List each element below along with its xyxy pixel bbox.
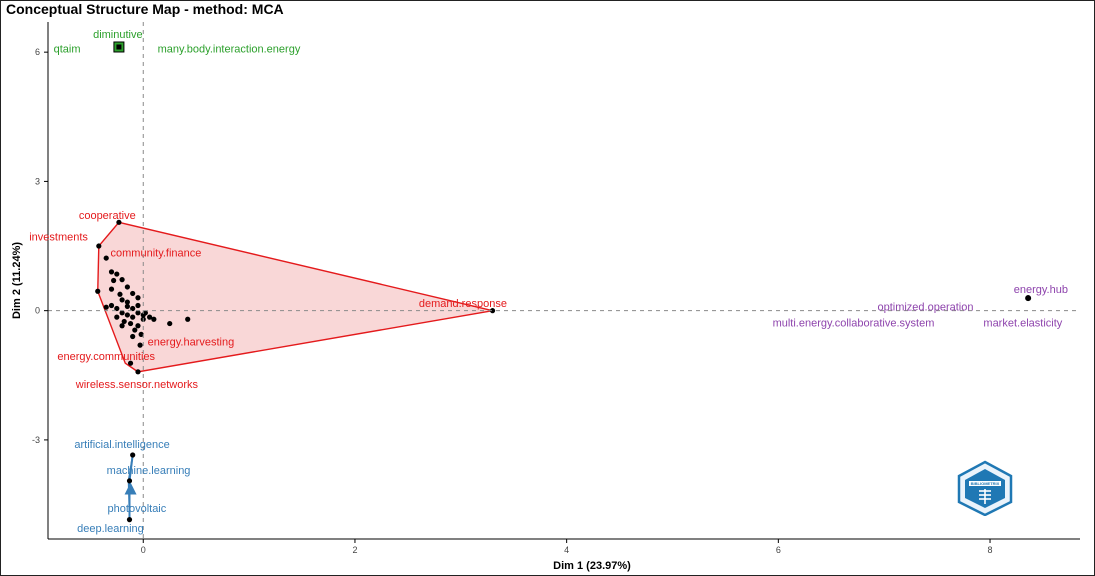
data-point xyxy=(130,290,136,297)
y-tick-label: 0 xyxy=(35,306,40,316)
data-point xyxy=(119,310,125,316)
data-point xyxy=(103,304,109,310)
point-label: energy.hub xyxy=(1014,284,1068,296)
y-axis-label: Dim 2 (11.24%) xyxy=(11,242,23,319)
y-tick-label: 3 xyxy=(35,176,40,186)
x-tick-label: 2 xyxy=(352,545,357,555)
data-point xyxy=(124,303,130,309)
x-tick-label: 6 xyxy=(776,545,781,555)
point-label: deep.learning xyxy=(77,523,144,535)
point-label: optimized.operation xyxy=(877,301,973,313)
data-point xyxy=(103,255,109,261)
data-point xyxy=(108,269,115,275)
point-label: many.body.interaction.energy xyxy=(158,44,301,56)
point-label: cooperative xyxy=(79,210,136,222)
clusters-layer xyxy=(95,41,1032,523)
data-point xyxy=(119,297,125,303)
point-label: demand.response xyxy=(419,298,507,310)
data-point xyxy=(111,277,117,284)
point-label: energy.communities xyxy=(57,351,155,363)
data-point xyxy=(130,452,136,458)
data-point xyxy=(127,360,134,366)
x-axis-label: Dim 1 (23.97%) xyxy=(553,560,631,572)
point-label: community.finance xyxy=(111,247,202,259)
data-point xyxy=(489,308,496,314)
data-point xyxy=(137,342,143,348)
chart-title: Conceptual Structure Map - method: MCA xyxy=(6,1,284,17)
data-point xyxy=(116,219,122,225)
data-point xyxy=(130,333,136,340)
data-point xyxy=(126,517,133,523)
svg-text:BIBLIOMETRIX: BIBLIOMETRIX xyxy=(971,481,1000,486)
data-point xyxy=(127,320,134,327)
data-point xyxy=(135,310,141,316)
labels-layer: diminutive qtaim many.body.interaction.ene… xyxy=(29,29,1068,535)
data-point xyxy=(121,318,127,325)
data-point xyxy=(124,312,130,318)
point-label: investments xyxy=(29,232,88,244)
data-point xyxy=(135,295,141,301)
data-point xyxy=(108,286,115,292)
x-tick-label: 4 xyxy=(564,545,569,555)
cluster-centroid-core xyxy=(116,44,122,50)
x-tick-label: 0 xyxy=(141,545,146,555)
data-point xyxy=(130,314,136,320)
data-point xyxy=(142,310,148,316)
data-point xyxy=(135,369,141,375)
cluster-centroid-marker xyxy=(1025,295,1032,302)
data-point xyxy=(96,243,102,249)
point-label: machine.learning xyxy=(107,465,191,477)
data-point xyxy=(138,331,144,337)
data-point xyxy=(126,478,133,484)
axes-layer: 0 2 4 6 8 -3 0 3 6 Dim 1 (23.97%) Dim 2 (11.24%) xyxy=(11,22,1080,572)
point-label: qtaim xyxy=(54,44,81,56)
data-point xyxy=(151,316,157,322)
data-point xyxy=(124,284,130,290)
y-tick-label: 6 xyxy=(35,47,40,57)
data-point xyxy=(114,271,120,277)
point-label: energy.harvesting xyxy=(148,337,235,349)
data-point xyxy=(147,314,153,320)
data-point xyxy=(117,291,123,297)
data-point xyxy=(119,277,125,283)
point-label: artificial.intelligence xyxy=(74,439,169,451)
point-label: photovoltaic xyxy=(108,503,167,515)
data-point xyxy=(135,302,141,309)
cluster-centroid-marker xyxy=(124,482,137,495)
point-label: market.elasticity xyxy=(983,318,1062,330)
data-point xyxy=(130,305,136,312)
data-point xyxy=(135,323,141,329)
data-point xyxy=(114,314,120,320)
x-tick-label: 8 xyxy=(988,545,993,555)
point-label: diminutive xyxy=(93,29,143,41)
data-point xyxy=(114,305,120,312)
data-point xyxy=(124,299,130,305)
data-point xyxy=(119,323,125,329)
y-tick-label: -3 xyxy=(32,435,40,445)
data-point xyxy=(185,316,191,322)
point-label: wireless.sensor.networks xyxy=(75,379,199,391)
data-point xyxy=(132,327,138,333)
data-point xyxy=(95,288,101,294)
data-point xyxy=(167,320,173,327)
bibliometrix-logo-icon: BIBLIOMETRIX xyxy=(957,460,1013,516)
point-label: multi.energy.collaborative.system xyxy=(773,318,935,330)
data-point xyxy=(108,302,115,309)
